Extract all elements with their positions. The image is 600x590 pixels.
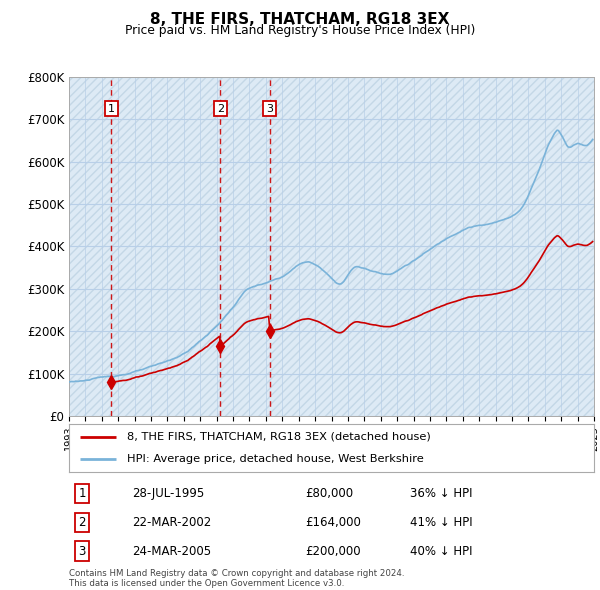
Text: Contains HM Land Registry data © Crown copyright and database right 2024.
This d: Contains HM Land Registry data © Crown c… — [69, 569, 404, 588]
Text: 36% ↓ HPI: 36% ↓ HPI — [410, 487, 473, 500]
Text: 41% ↓ HPI: 41% ↓ HPI — [410, 516, 473, 529]
Text: 40% ↓ HPI: 40% ↓ HPI — [410, 545, 473, 558]
Text: 8, THE FIRS, THATCHAM, RG18 3EX: 8, THE FIRS, THATCHAM, RG18 3EX — [151, 12, 449, 27]
Text: HPI: Average price, detached house, West Berkshire: HPI: Average price, detached house, West… — [127, 454, 424, 464]
Text: 1: 1 — [108, 103, 115, 113]
Text: 22-MAR-2002: 22-MAR-2002 — [132, 516, 211, 529]
Bar — [69, 77, 594, 416]
Text: 3: 3 — [79, 545, 86, 558]
Text: 3: 3 — [266, 103, 273, 113]
Text: 2: 2 — [79, 516, 86, 529]
Text: £200,000: £200,000 — [305, 545, 361, 558]
Text: 2: 2 — [217, 103, 224, 113]
Text: 8, THE FIRS, THATCHAM, RG18 3EX (detached house): 8, THE FIRS, THATCHAM, RG18 3EX (detache… — [127, 432, 431, 442]
Text: 1: 1 — [79, 487, 86, 500]
Text: 24-MAR-2005: 24-MAR-2005 — [132, 545, 211, 558]
Text: £164,000: £164,000 — [305, 516, 361, 529]
Text: £80,000: £80,000 — [305, 487, 353, 500]
Text: 28-JUL-1995: 28-JUL-1995 — [132, 487, 204, 500]
Text: Price paid vs. HM Land Registry's House Price Index (HPI): Price paid vs. HM Land Registry's House … — [125, 24, 475, 37]
